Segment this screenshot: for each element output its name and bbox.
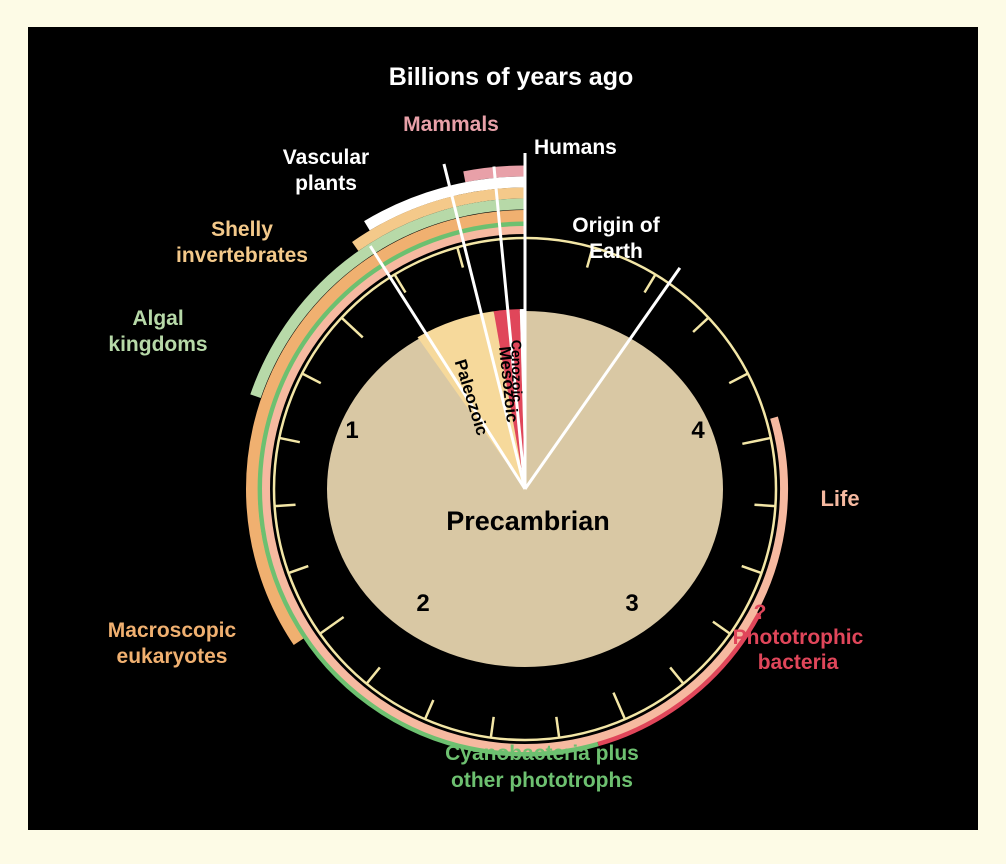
era-wedge-mesozoic xyxy=(493,309,525,489)
event-label-algal-kingdoms-line2: kingdoms xyxy=(108,333,207,356)
event-label-vascular-plants-line1: Vascular xyxy=(283,146,369,169)
dial-number-2: 2 xyxy=(416,590,429,617)
dial-tick xyxy=(585,246,594,268)
dial-tick xyxy=(365,666,381,685)
event-label-algal-kingdoms-line1: Algal xyxy=(132,307,183,330)
diagram-title: Billions of years ago xyxy=(389,63,634,91)
event-label-macroscopic-eukaryotes-line2: eukaryotes xyxy=(117,645,228,668)
dial-tick xyxy=(423,699,435,720)
dial-tick xyxy=(278,436,301,444)
dial-number-3: 3 xyxy=(625,590,638,617)
event-label-mammals: Mammals xyxy=(403,113,499,136)
dial-tick xyxy=(612,692,627,720)
dial-tick xyxy=(728,372,749,385)
event-label-vascular-plants-line2: plants xyxy=(295,172,357,195)
event-arc-shelly-invertebrates xyxy=(352,187,526,252)
event-arc-macroscopic-eukaryotes xyxy=(246,210,526,646)
event-label-phototrophic-bacteria-line3: bacteria xyxy=(758,651,839,674)
dial-tick xyxy=(643,273,657,294)
event-label-humans: Humans xyxy=(534,136,617,159)
dial-tick xyxy=(692,316,710,333)
event-label-origin-of-earth-line1: Origin of xyxy=(572,214,660,237)
dial-tick xyxy=(489,716,495,738)
era-label-cenozoic: Cenozoic xyxy=(508,340,525,403)
dial-tick xyxy=(456,246,465,268)
event-label-shelly-invertebrates-line1: Shelly xyxy=(211,218,273,241)
pointer-mammals xyxy=(492,166,527,490)
dial-tick xyxy=(288,564,309,575)
dial-tick xyxy=(393,273,407,294)
dial-tick xyxy=(340,316,364,339)
dial-tick xyxy=(754,503,776,508)
event-label-life: Life xyxy=(820,486,859,511)
event-arc-algal-kingdoms xyxy=(250,198,526,398)
dial-tick xyxy=(742,436,772,446)
event-label-shelly-invertebrates-line2: invertebrates xyxy=(176,244,308,267)
event-label-cyanobacteria-plus-other-phototrophs-line2: other phototrophs xyxy=(451,769,633,792)
dial-number-1: 1 xyxy=(345,417,358,444)
event-arc-vascular-plants xyxy=(364,176,526,231)
dial-tick xyxy=(712,620,731,635)
event-label-cyanobacteria-plus-other-phototrophs-line1: Cyanobacteria plus xyxy=(445,742,639,765)
dial-tick xyxy=(301,372,322,385)
dial-tick xyxy=(669,666,685,685)
diagram-panel: Billions of years ago 1 2 3 4 Precambrian Pale… xyxy=(28,27,978,830)
event-label-phototrophic-bacteria-line2: Phototrophic xyxy=(733,626,864,649)
dial-tick xyxy=(319,616,345,635)
event-label-macroscopic-eukaryotes-line1: Macroscopic xyxy=(108,619,237,642)
dial-tick xyxy=(741,564,762,575)
center-label: Precambrian xyxy=(446,506,610,536)
pointer-origin-of-earth xyxy=(523,266,682,490)
pointer-vascular-plants xyxy=(442,163,527,490)
event-arc-life xyxy=(262,226,788,752)
dial-tick xyxy=(274,503,296,508)
pointer-shelly-invertebrates xyxy=(368,245,527,490)
dial-number-4: 4 xyxy=(691,417,705,444)
event-label-phototrophic-bacteria-line1: ? xyxy=(754,601,767,624)
dial-tick xyxy=(555,716,561,738)
event-label-origin-of-earth-line2: Earth xyxy=(589,240,643,263)
